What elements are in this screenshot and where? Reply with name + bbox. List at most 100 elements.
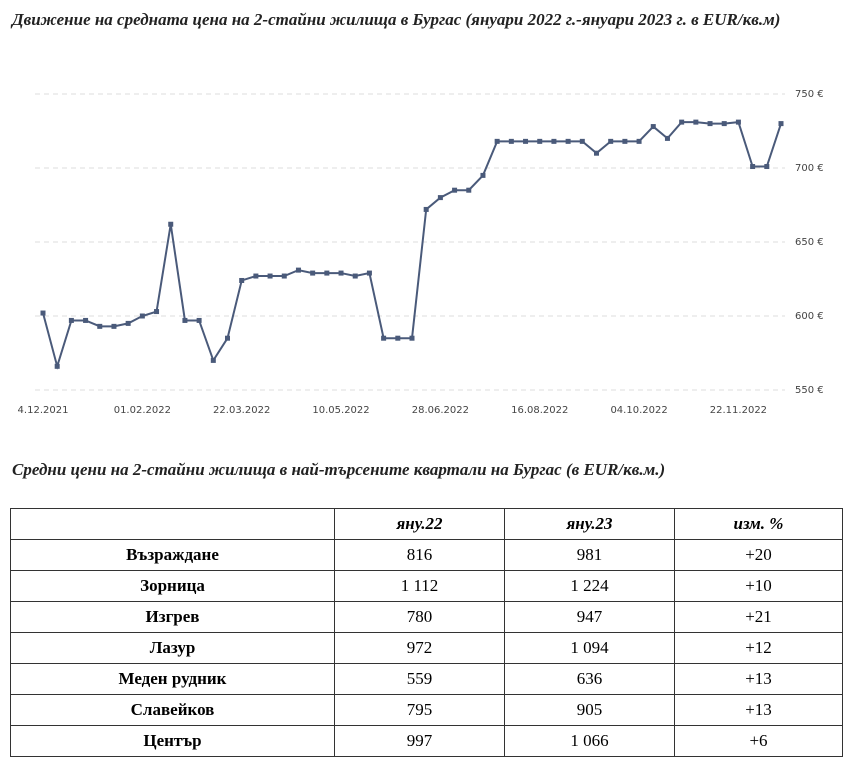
point bbox=[750, 164, 756, 170]
table-row: Лазур 972 1 094 +12 bbox=[10, 632, 843, 664]
table-row: Зорница 1 112 1 224 +10 bbox=[10, 570, 843, 602]
table-cell: +6 bbox=[674, 725, 843, 757]
point bbox=[40, 310, 46, 316]
point bbox=[664, 135, 670, 141]
table-cell: Изгрев bbox=[10, 601, 335, 633]
table-row: Възраждане 816 981 +20 bbox=[10, 539, 843, 571]
point bbox=[480, 172, 486, 178]
table-cell: 905 bbox=[504, 694, 675, 726]
point bbox=[636, 138, 642, 144]
point bbox=[721, 121, 727, 127]
table-cell: 1 066 bbox=[504, 725, 675, 757]
point bbox=[381, 335, 387, 341]
point bbox=[154, 309, 160, 315]
point bbox=[68, 317, 74, 323]
table-row: Меден рудник 559 636 +13 bbox=[10, 663, 843, 695]
table-cell: 997 bbox=[334, 725, 505, 757]
table-cell: Център bbox=[10, 725, 335, 757]
x-tick-label: 22.11.2022 bbox=[710, 405, 767, 416]
point bbox=[494, 138, 500, 144]
table-cell: Славейков bbox=[10, 694, 335, 726]
point bbox=[295, 267, 301, 273]
point bbox=[764, 164, 770, 170]
table-cell: 559 bbox=[334, 663, 505, 695]
table-cell: Лазур bbox=[10, 632, 335, 664]
point bbox=[196, 317, 202, 323]
table-cell: Меден рудник bbox=[10, 663, 335, 695]
x-tick-label: 22.03.2022 bbox=[213, 405, 270, 416]
line bbox=[42, 121, 782, 370]
point bbox=[565, 138, 571, 144]
x-tick-label: 4.12.2021 bbox=[18, 405, 69, 416]
table-cell: +10 bbox=[674, 570, 843, 602]
table-cell: +13 bbox=[674, 663, 843, 695]
point bbox=[111, 323, 117, 329]
table-title: Средни цени на 2-стайни жилища в най-тър… bbox=[12, 460, 666, 479]
point bbox=[523, 138, 529, 144]
point bbox=[409, 335, 415, 341]
table-cell bbox=[10, 508, 335, 540]
y-tick-label: 750 € bbox=[795, 89, 824, 100]
point bbox=[551, 138, 557, 144]
table-cell: +12 bbox=[674, 632, 843, 664]
table-cell: Зорница bbox=[10, 570, 335, 602]
point bbox=[395, 335, 401, 341]
point bbox=[97, 323, 103, 329]
x-tick-label: 01.02.2022 bbox=[114, 405, 171, 416]
point bbox=[650, 124, 656, 130]
point bbox=[139, 313, 145, 319]
point bbox=[608, 138, 614, 144]
point bbox=[267, 273, 273, 279]
table-cell: +13 bbox=[674, 694, 843, 726]
point bbox=[168, 221, 174, 227]
table-cell: Възраждане bbox=[10, 539, 335, 571]
table-cell: яну.22 bbox=[334, 508, 505, 540]
table-cell: 780 bbox=[334, 601, 505, 633]
table-row: Изгрев 780 947 +21 bbox=[10, 601, 843, 633]
x-tick-label: 10.05.2022 bbox=[312, 405, 369, 416]
point bbox=[210, 357, 216, 363]
y-tick-label: 700 € bbox=[795, 163, 824, 174]
chart-title: Движение на средната цена на 2-стайни жи… bbox=[12, 10, 781, 29]
point bbox=[594, 150, 599, 156]
point bbox=[225, 335, 230, 341]
table-cell: 636 bbox=[504, 663, 675, 695]
point bbox=[735, 119, 741, 125]
point bbox=[366, 270, 372, 276]
table-cell: яну.23 bbox=[504, 508, 675, 540]
point bbox=[452, 187, 458, 193]
x-tick-label: 28.06.2022 bbox=[412, 405, 469, 416]
point bbox=[437, 195, 443, 201]
x-tick-label: 04.10.2022 bbox=[610, 405, 667, 416]
point bbox=[537, 138, 543, 144]
point bbox=[83, 317, 89, 323]
table-cell: 1 094 bbox=[504, 632, 675, 664]
point bbox=[693, 119, 699, 125]
chart: 550 € 600 € 650 € 700 € 750 € 4.12.2021 01.02.… bbox=[18, 89, 824, 416]
point bbox=[54, 363, 60, 369]
y-tick-label: 550 € bbox=[795, 385, 824, 396]
table-row: Славейков 795 905 +13 bbox=[10, 694, 843, 726]
y-tick-label: 650 € bbox=[795, 237, 824, 248]
table-cell: 795 bbox=[334, 694, 505, 726]
point bbox=[579, 138, 585, 144]
point bbox=[338, 270, 344, 276]
table-cell: +20 bbox=[674, 539, 843, 571]
point bbox=[324, 270, 330, 276]
table-cell: 981 bbox=[504, 539, 675, 571]
table-cell: 972 bbox=[334, 632, 505, 664]
table-row: яну.22 яну.23 изм. % bbox=[10, 508, 843, 540]
point bbox=[508, 138, 514, 144]
table-cell: 816 bbox=[334, 539, 505, 571]
point bbox=[679, 119, 685, 125]
table-cell: +21 bbox=[674, 601, 843, 633]
point bbox=[778, 121, 784, 127]
point bbox=[423, 206, 429, 212]
point bbox=[310, 270, 316, 276]
point bbox=[281, 273, 287, 279]
table-cell: изм. % bbox=[674, 508, 843, 540]
point bbox=[707, 121, 713, 127]
table-cell: 947 bbox=[504, 601, 675, 633]
point bbox=[182, 317, 188, 323]
y-tick-label: 600 € bbox=[795, 311, 824, 322]
